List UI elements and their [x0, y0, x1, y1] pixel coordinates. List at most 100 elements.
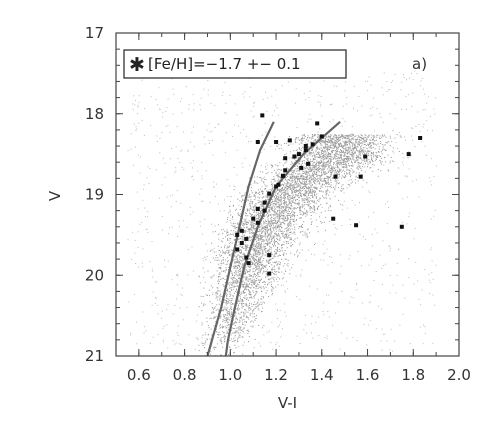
field-star: [225, 327, 227, 329]
field-star: [259, 206, 261, 208]
field-star: [277, 180, 279, 182]
field-star: [318, 157, 320, 159]
field-star: [294, 211, 296, 213]
field-star: [295, 207, 297, 209]
field-star: [321, 161, 323, 163]
field-star: [278, 172, 280, 174]
field-star: [226, 231, 228, 233]
field-star: [368, 159, 370, 161]
field-star: [318, 138, 320, 139]
field-star: [349, 144, 351, 146]
field-star: [300, 164, 302, 166]
field-star: [335, 161, 337, 162]
field-star: [260, 234, 262, 236]
field-star: [212, 312, 214, 314]
field-star: [255, 259, 257, 261]
field-star: [285, 177, 287, 179]
field-star: [291, 177, 293, 179]
field-star: [265, 277, 266, 279]
field-star: [382, 148, 384, 150]
field-star: [253, 226, 254, 228]
field-star: [229, 296, 231, 297]
field-star: [344, 141, 346, 143]
field-star: [352, 147, 354, 149]
field-star: [278, 199, 280, 201]
field-star: [340, 164, 342, 166]
field-star: [312, 155, 314, 157]
field-star: [336, 182, 338, 184]
field-star: [314, 171, 316, 172]
field-star: [343, 141, 345, 143]
field-star: [342, 204, 344, 206]
field-star: [294, 254, 295, 256]
field-star: [198, 275, 200, 277]
field-star: [359, 151, 361, 153]
field-star: [349, 145, 351, 147]
field-star: [234, 344, 236, 346]
field-star: [248, 255, 250, 257]
field-star: [230, 234, 232, 235]
field-star: [277, 284, 279, 286]
field-star: [360, 151, 362, 153]
field-star: [372, 151, 374, 153]
field-star: [309, 174, 311, 176]
field-star: [370, 167, 372, 169]
field-star: [243, 292, 245, 294]
field-star: [319, 155, 321, 157]
field-star: [276, 225, 278, 227]
field-star: [219, 273, 221, 275]
field-star: [252, 304, 254, 306]
field-star: [312, 137, 314, 139]
field-star: [325, 158, 327, 160]
field-star: [274, 226, 276, 228]
field-star: [320, 152, 322, 154]
field-star: [339, 144, 340, 146]
field-star: [229, 254, 230, 256]
field-star: [279, 225, 281, 227]
field-star: [237, 254, 239, 256]
field-star: [267, 283, 269, 285]
field-star: [352, 157, 354, 159]
field-star: [227, 322, 229, 324]
field-star: [261, 242, 263, 244]
field-star: [206, 317, 208, 319]
field-star: [201, 310, 203, 312]
field-star: [274, 253, 276, 255]
field-star: [319, 179, 321, 180]
field-star: [289, 185, 291, 186]
field-star: [272, 204, 274, 206]
field-star: [227, 301, 229, 302]
field-star: [353, 151, 355, 153]
field-star: [269, 214, 271, 216]
field-star: [256, 242, 258, 244]
field-star: [331, 156, 333, 158]
field-star: [322, 140, 324, 142]
field-star: [300, 181, 301, 183]
field-star: [262, 177, 264, 179]
field-star: [347, 183, 349, 185]
field-star: [300, 183, 302, 184]
field-star: [257, 260, 259, 262]
field-star: [221, 310, 223, 312]
field-star: [339, 139, 341, 141]
field-star: [330, 210, 332, 212]
field-star: [332, 177, 333, 179]
field-star: [305, 174, 307, 175]
field-star: [312, 172, 314, 174]
field-star: [244, 288, 246, 290]
field-star: [227, 290, 229, 292]
field-star: [279, 263, 281, 265]
field-star: [274, 243, 275, 245]
field-star: [271, 294, 273, 296]
field-star: [278, 176, 280, 178]
field-star: [317, 174, 319, 176]
field-star: [219, 272, 221, 274]
field-star: [343, 153, 345, 155]
field-star: [235, 281, 237, 283]
field-star: [370, 140, 372, 141]
field-star: [334, 134, 336, 135]
field-star: [270, 205, 272, 207]
field-star: [318, 201, 320, 202]
field-star: [290, 216, 292, 218]
field-star: [238, 264, 240, 266]
